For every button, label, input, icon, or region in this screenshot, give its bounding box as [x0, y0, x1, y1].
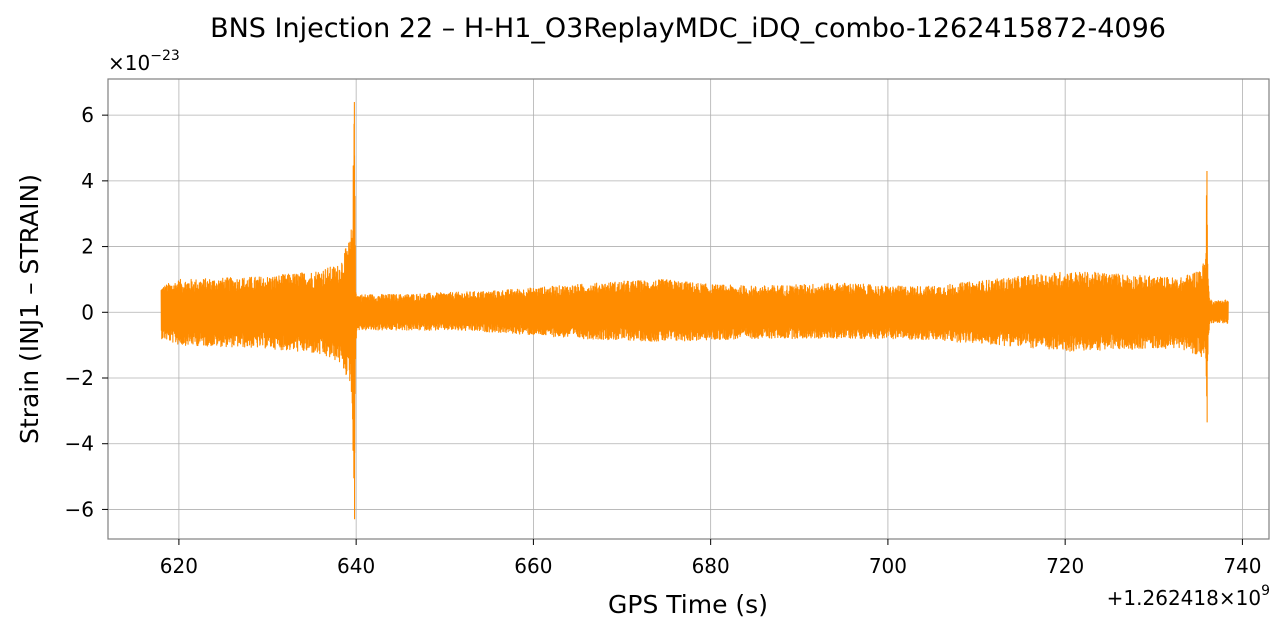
x-tick-label: 620	[160, 554, 198, 578]
chart-title: BNS Injection 22 – H-H1_O3ReplayMDC_iDQ_…	[210, 13, 1166, 44]
y-tick-label: −4	[65, 432, 94, 456]
x-axis-label: GPS Time (s)	[608, 590, 768, 619]
y-tick-label: 6	[81, 103, 94, 127]
y-scale-base: ×10	[108, 51, 150, 75]
y-scale-exponent: −23	[150, 48, 180, 64]
y-scale-label: ×10−23	[108, 48, 180, 75]
y-axis-label: Strain (INJ1 – STRAIN)	[15, 174, 44, 444]
y-ticks: −6 −4 −2 0 2 4 6	[65, 103, 108, 521]
x-tick-label: 660	[514, 554, 552, 578]
plot-frame	[107, 78, 1270, 540]
x-tick-label: 720	[1046, 554, 1084, 578]
x-tick-label: 640	[337, 554, 375, 578]
x-offset-base: +1.262418×10	[1107, 586, 1261, 610]
x-offset-label: +1.262418×109	[1107, 583, 1270, 610]
series-line	[160, 102, 1229, 520]
y-tick-label: −2	[65, 366, 94, 390]
y-tick-label: −6	[65, 497, 94, 521]
y-tick-label: 0	[81, 300, 94, 324]
x-tick-label: 680	[692, 554, 730, 578]
y-tick-label: 2	[81, 235, 94, 259]
y-tick-label: 4	[81, 169, 94, 193]
plot-series	[160, 102, 1229, 520]
x-offset-exponent: 9	[1261, 583, 1270, 599]
x-tick-label: 700	[869, 554, 907, 578]
x-ticks: 620 640 660 680 700 720 740	[160, 539, 1262, 578]
x-tick-label: 740	[1223, 554, 1261, 578]
